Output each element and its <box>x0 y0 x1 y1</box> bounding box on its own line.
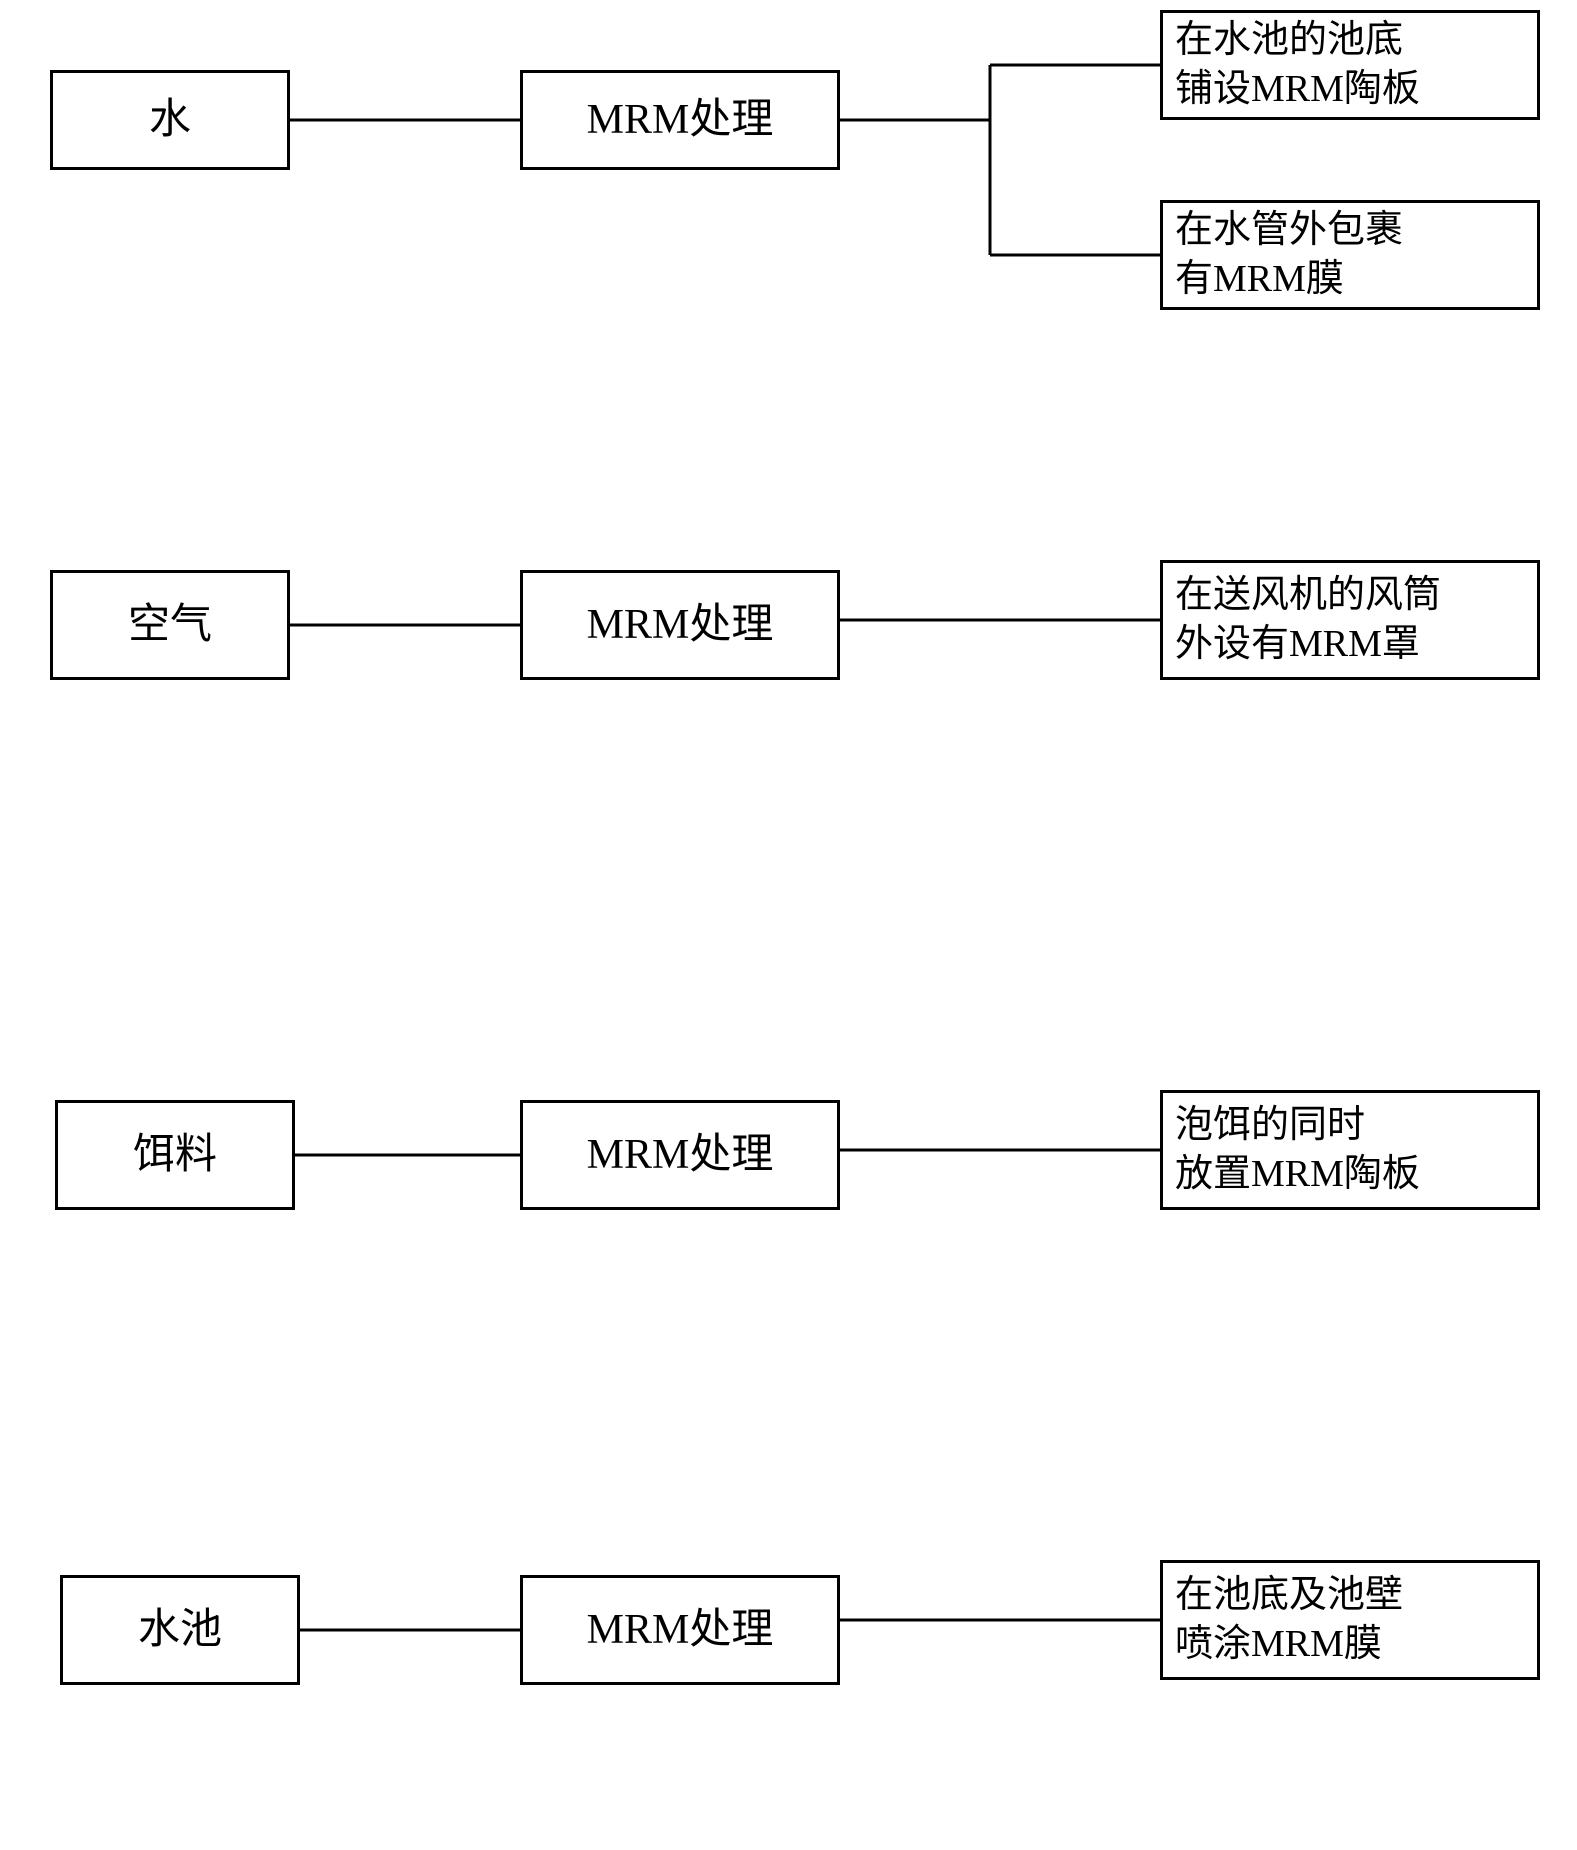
connector-line <box>295 1153 520 1157</box>
input-label: 水池 <box>138 1603 222 1658</box>
input-box-feed: 饵料 <box>55 1100 295 1210</box>
input-label: 水 <box>149 93 191 148</box>
output-box-water-1: 在水池的池底 铺设MRM陶板 <box>1160 10 1540 120</box>
output-box-air: 在送风机的风筒 外设有MRM罩 <box>1160 560 1540 680</box>
process-box-feed: MRM处理 <box>520 1100 840 1210</box>
connector-line <box>300 1628 520 1632</box>
process-label: MRM处理 <box>587 598 774 653</box>
process-box-water: MRM处理 <box>520 70 840 170</box>
process-box-air: MRM处理 <box>520 570 840 680</box>
output-box-pool: 在池底及池壁 喷涂MRM膜 <box>1160 1560 1540 1680</box>
input-label: 空气 <box>128 598 212 653</box>
connector-line <box>840 1618 1160 1622</box>
process-label: MRM处理 <box>587 1128 774 1183</box>
output-label: 在水管外包裹 有MRM膜 <box>1175 206 1403 305</box>
process-label: MRM处理 <box>587 1603 774 1658</box>
connector-line <box>840 618 1160 622</box>
output-box-water-2: 在水管外包裹 有MRM膜 <box>1160 200 1540 310</box>
input-box-pool: 水池 <box>60 1575 300 1685</box>
process-box-pool: MRM处理 <box>520 1575 840 1685</box>
output-box-feed: 泡饵的同时 放置MRM陶板 <box>1160 1090 1540 1210</box>
connector-line <box>840 1148 1160 1152</box>
process-label: MRM处理 <box>587 93 774 148</box>
output-label: 在水池的池底 铺设MRM陶板 <box>1175 16 1420 115</box>
input-box-air: 空气 <box>50 570 290 680</box>
output-label: 在送风机的风筒 外设有MRM罩 <box>1175 571 1441 670</box>
output-label: 泡饵的同时 放置MRM陶板 <box>1175 1101 1420 1200</box>
input-label: 饵料 <box>133 1128 217 1183</box>
connector-line <box>290 118 520 122</box>
input-box-water: 水 <box>50 70 290 170</box>
connector-line <box>290 623 520 627</box>
output-label: 在池底及池壁 喷涂MRM膜 <box>1175 1571 1403 1670</box>
branch-connector <box>840 60 1160 260</box>
